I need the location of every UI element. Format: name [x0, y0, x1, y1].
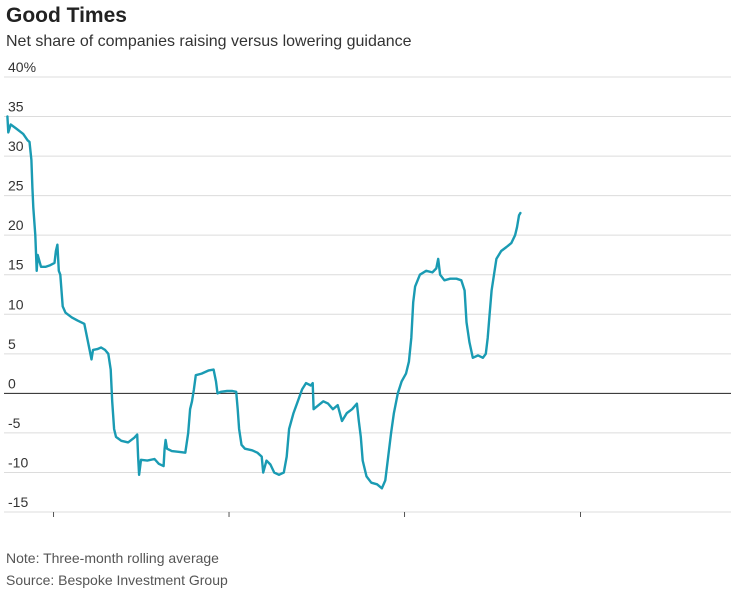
chart-subtitle: Net share of companies raising versus lo… — [6, 33, 412, 50]
y-tick-label: 25 — [8, 178, 24, 194]
y-tick-label: 15 — [8, 257, 24, 273]
y-tick-label: 0 — [8, 375, 16, 391]
y-tick-label: -15 — [8, 494, 28, 510]
y-tick-label: -5 — [8, 415, 21, 431]
series-line — [6, 115, 522, 490]
y-tick-label: -10 — [8, 454, 28, 470]
y-tick-label: 40% — [8, 60, 36, 75]
chart-note: Note: Three-month rolling average — [6, 550, 219, 566]
chart-title: Good Times — [6, 4, 127, 27]
y-tick-label: 35 — [8, 99, 24, 115]
gridlines — [4, 76, 731, 513]
y-tick-label: 5 — [8, 336, 16, 352]
y-tick-label: 20 — [8, 217, 24, 233]
x-axis-ticks: 2022’25 — [53, 512, 582, 517]
chart-source: Source: Bespoke Investment Group — [6, 572, 228, 588]
y-axis-labels: -15 -10 -5 0 5 10 15 20 25 30 35 40% — [8, 60, 36, 510]
line-chart: 2022’25 -15 -10 -5 0 5 10 15 20 25 30 35 40% — [4, 60, 731, 517]
series-layer — [6, 115, 522, 490]
y-tick-label: 10 — [8, 296, 24, 312]
y-tick-label: 30 — [8, 138, 24, 154]
